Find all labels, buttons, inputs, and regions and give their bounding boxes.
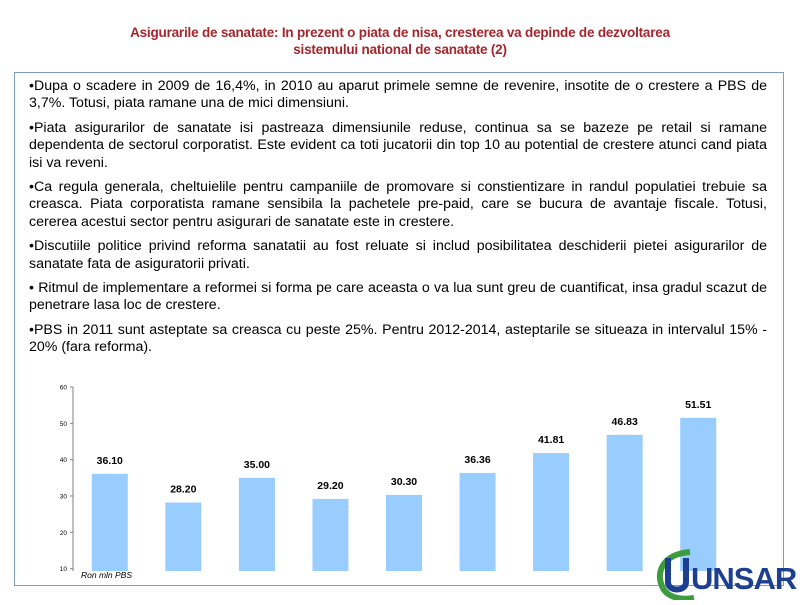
bar xyxy=(312,498,349,571)
bar xyxy=(165,502,202,571)
bullet-item: •Piata asigurarilor de sanatate isi past… xyxy=(29,119,767,171)
bar xyxy=(386,494,422,571)
y-tick-label: 10 xyxy=(60,566,68,571)
content-box: •Dupa o scadere in 2009 de 16,4%, in 201… xyxy=(14,72,784,586)
data-label: 30.30 xyxy=(391,476,417,488)
unsar-logo: UNSAR xyxy=(650,546,800,602)
y-tick-label: 50 xyxy=(60,421,68,428)
bar xyxy=(91,473,128,571)
bullet-item: •PBS in 2011 sunt asteptate sa creasca c… xyxy=(29,321,767,356)
data-label: 35.00 xyxy=(244,459,270,471)
bar xyxy=(238,477,275,571)
data-label: 36.36 xyxy=(464,454,490,466)
y-tick-label: 40 xyxy=(60,457,68,464)
bullet-item: •Discutiile politice privind reforma san… xyxy=(29,238,767,272)
bullet-item: •Dupa o scadere in 2009 de 16,4%, in 201… xyxy=(29,78,767,112)
logo-text: UNSAR xyxy=(691,561,797,596)
y-tick-label: 30 xyxy=(60,494,68,501)
y-tick-label: 60 xyxy=(60,385,68,392)
data-label: 36.10 xyxy=(97,455,123,467)
slide-title: Asigurarile de sanatate: In prezent o pi… xyxy=(130,25,670,57)
data-label: 28.20 xyxy=(170,484,196,496)
bar xyxy=(680,417,717,571)
logo-u-mark xyxy=(665,558,689,593)
bullet-list: •Dupa o scadere in 2009 de 16,4%, in 201… xyxy=(29,78,767,364)
logo-green-swoosh xyxy=(657,549,695,602)
bullet-item: •Ca regula generala, cheltuielile pentru… xyxy=(29,179,767,230)
data-label: 46.83 xyxy=(612,416,638,428)
bar xyxy=(459,472,496,571)
y-tick-label: 20 xyxy=(60,530,68,537)
bar xyxy=(533,453,570,571)
bullet-item: • Ritmul de implementare a reformei si f… xyxy=(29,280,767,314)
chart-unit-note: Ron mln PBS xyxy=(81,570,133,580)
logo-emblem xyxy=(657,549,695,602)
bar xyxy=(606,434,643,571)
data-label: 41.81 xyxy=(538,434,564,446)
bar-chart: 010203040506036.10200628.20200735.002008… xyxy=(60,385,717,571)
data-label: 29.20 xyxy=(317,480,343,492)
data-label: 51.51 xyxy=(685,399,711,411)
